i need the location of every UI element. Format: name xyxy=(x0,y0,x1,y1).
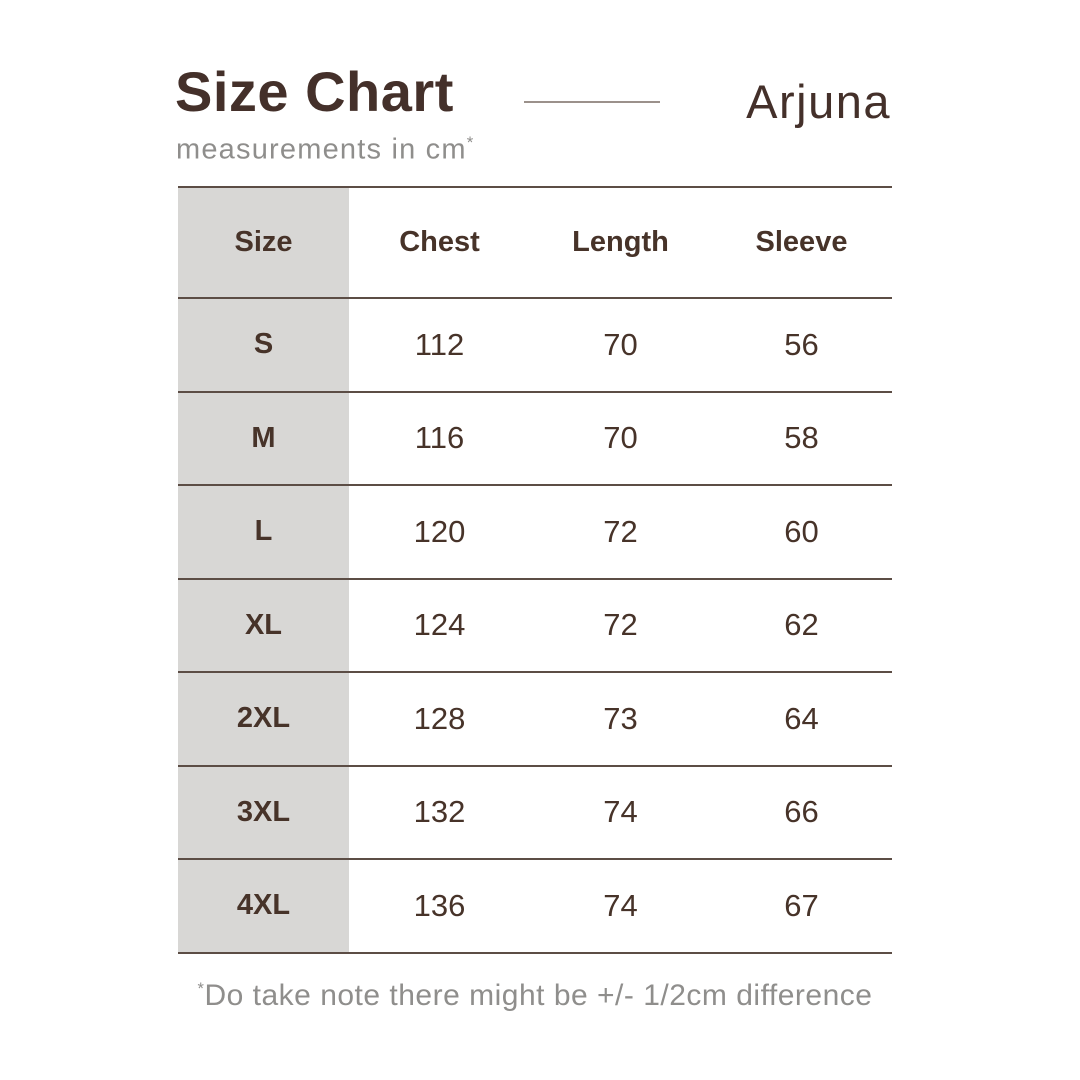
chest-cell: 112 xyxy=(414,326,465,362)
footnote-asterisk: * xyxy=(197,980,205,998)
table-row-l: L 120 72 60 xyxy=(178,486,892,580)
size-cell: 4XL xyxy=(178,860,349,952)
subtitle-text: measurements in cm xyxy=(176,133,467,166)
sleeve-cell: 58 xyxy=(784,420,819,456)
table-header-row: Size Chest Length Sleeve xyxy=(178,188,892,299)
size-table: Size Chest Length Sleeve S 112 70 56 M 1… xyxy=(178,186,892,954)
length-cell: 72 xyxy=(603,513,638,549)
length-cell: 70 xyxy=(603,326,638,362)
footnote: *Do take note there might be +/- 1/2cm d… xyxy=(178,979,892,1013)
sleeve-cell: 62 xyxy=(784,607,819,643)
sleeve-cell: 64 xyxy=(784,700,819,736)
chest-cell: 120 xyxy=(413,513,466,549)
sleeve-cell: 56 xyxy=(784,326,819,362)
page-title: Size Chart xyxy=(175,60,454,123)
column-header-size: Size xyxy=(178,188,349,297)
chest-cell: 132 xyxy=(413,794,466,830)
sleeve-cell: 60 xyxy=(784,513,819,549)
size-cell: XL xyxy=(178,579,349,671)
column-header-chest: Chest xyxy=(399,226,480,258)
table-row-4xl: 4XL 136 74 67 xyxy=(178,860,892,954)
table-row-xl: XL 124 72 62 xyxy=(178,579,892,673)
length-cell: 70 xyxy=(603,420,638,456)
brand-name: Arjuna xyxy=(746,75,891,128)
footnote-text: Do take note there might be +/- 1/2cm di… xyxy=(204,979,873,1012)
table-row-m: M 116 70 58 xyxy=(178,392,892,486)
size-cell: S xyxy=(178,299,349,391)
chest-cell: 128 xyxy=(413,700,466,736)
sleeve-cell: 66 xyxy=(784,794,819,830)
column-header-length: Length xyxy=(572,226,669,258)
subtitle: measurements in cm* xyxy=(176,133,475,167)
chest-cell: 124 xyxy=(413,607,466,643)
title-divider xyxy=(524,101,660,103)
size-cell: L xyxy=(178,486,349,578)
sleeve-cell: 67 xyxy=(784,887,819,923)
table-row-s: S 112 70 56 xyxy=(178,299,892,393)
chest-cell: 116 xyxy=(414,420,465,456)
table-row-2xl: 2XL 128 73 64 xyxy=(178,673,892,767)
column-header-sleeve: Sleeve xyxy=(755,226,848,258)
length-cell: 72 xyxy=(603,607,638,643)
size-cell: M xyxy=(178,392,349,484)
length-cell: 74 xyxy=(603,794,638,830)
size-cell: 2XL xyxy=(178,673,349,765)
length-cell: 73 xyxy=(603,700,638,736)
table-row-3xl: 3XL 132 74 66 xyxy=(178,766,892,860)
chest-cell: 136 xyxy=(413,887,466,923)
length-cell: 74 xyxy=(603,887,638,923)
size-cell: 3XL xyxy=(178,766,349,858)
subtitle-asterisk: * xyxy=(466,133,475,152)
